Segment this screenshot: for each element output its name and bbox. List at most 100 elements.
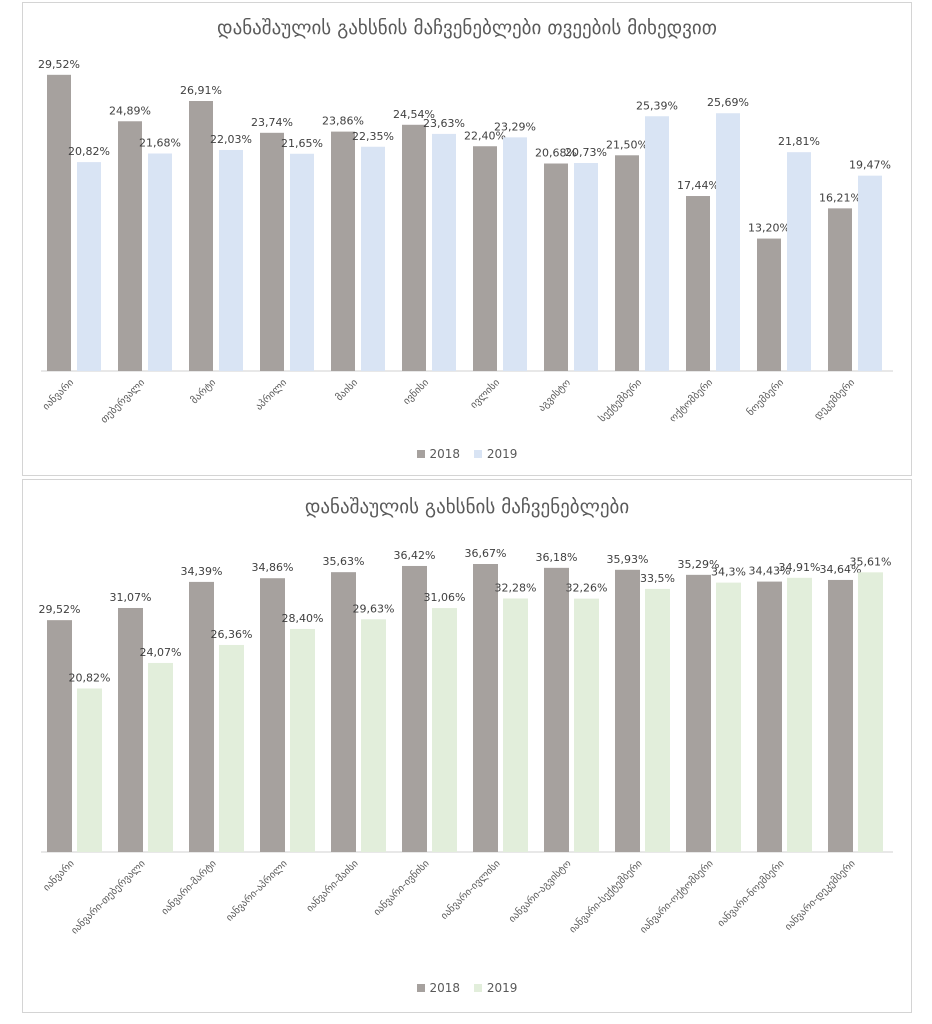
data-label-2018-1: 29,52% (38, 58, 80, 71)
data-label-2019-11: 21,81% (778, 135, 820, 148)
data-label-2019-1: 20,82% (68, 145, 110, 158)
bar-2018-5 (331, 572, 356, 852)
bar-2018-4 (260, 578, 285, 852)
data-label-2018-9: 35,93% (607, 553, 649, 566)
bar-2018-10 (686, 574, 711, 852)
bar-2018-3 (189, 101, 213, 372)
bar-2018-11 (757, 581, 782, 852)
x-tick-label: ნოემბერი (745, 377, 787, 419)
data-label-2018-7: 22,40% (464, 129, 506, 142)
x-tick-label: იანვარი-თებერვალი (69, 858, 148, 937)
data-label-2018-4: 23,74% (251, 116, 293, 129)
x-tick-label: იანვარი-ნოემბერი (715, 858, 787, 930)
chart-title: დანაშაულის გახსნის მაჩვენებლები (304, 496, 630, 518)
bar-2018-1 (47, 620, 72, 852)
x-tick-label: იანვარი-მაისი (304, 858, 361, 915)
chart-legend: 2018 2019 (23, 981, 911, 995)
data-label-2019-4: 28,40% (282, 612, 324, 625)
bar-2019-10 (716, 113, 740, 372)
bar-2018-4 (260, 132, 284, 371)
bar-2019-7 (503, 137, 527, 371)
monthly-bar-chart: 29,52% 20,82% იანვარი 24,89% 21,68% თებერვალი… (38, 58, 893, 426)
bar-2018-3 (189, 581, 214, 852)
bar-2019-5 (361, 619, 386, 852)
data-label-2019-9: 33,5% (640, 572, 675, 585)
x-tick-label: მაისი (333, 377, 360, 404)
data-label-2019-5: 29,63% (353, 602, 395, 615)
bar-2018-1 (47, 74, 71, 371)
data-label-2018-9: 21,50% (606, 138, 648, 151)
legend-swatch-2018 (416, 983, 425, 992)
x-tick-label: იანვარი-ივლისი (438, 858, 502, 922)
cumulative-bar-chart: 29,52% 20,82% იანვარი 31,07% 24,07% იანვარი-თ… (39, 547, 893, 937)
data-label-2019-3: 22,03% (210, 133, 252, 146)
bar-2019-8 (574, 163, 598, 371)
legend-label: 2019 (486, 981, 518, 995)
bar-2019-11 (787, 152, 811, 371)
bar-2018-8 (544, 567, 569, 852)
bar-2019-6 (432, 133, 456, 371)
data-label-2019-12: 35,61% (850, 555, 892, 568)
data-label-2019-3: 26,36% (211, 628, 253, 641)
legend-item-2018: 2018 (416, 447, 461, 461)
bar-2019-2 (148, 153, 172, 371)
legend-item-2018: 2018 (416, 981, 461, 995)
x-tick-label: მარტი (188, 377, 218, 407)
bar-2019-8 (574, 598, 599, 852)
data-label-2018-6: 24,54% (393, 108, 435, 121)
data-label-2019-11: 34,91% (779, 561, 821, 574)
bar-2019-5 (361, 146, 385, 371)
bar-2019-4 (290, 628, 315, 852)
legend-swatch-2019 (473, 983, 482, 992)
cumulative-chart-panel: დანაშაულის გახსნის მაჩვენებლები 29,52% 20… (22, 479, 912, 1013)
x-tick-label: იანვარი-აპრილი (223, 858, 289, 924)
data-label-2019-8: 20,73% (565, 146, 607, 159)
data-label-2019-5: 22,35% (352, 130, 394, 143)
legend-item-2019: 2019 (473, 981, 518, 995)
x-tick-label: ოქტომბერი (667, 377, 715, 425)
data-label-2018-7: 36,67% (465, 547, 507, 560)
x-tick-label: სექტემბერი (596, 377, 644, 425)
data-label-2018-6: 36,42% (394, 549, 436, 562)
bar-2019-6 (432, 608, 457, 852)
bar-2019-1 (77, 162, 101, 371)
chart-title: დანაშაულის გახსნის მაჩვენებლები თვეების … (217, 17, 717, 39)
bar-2019-12 (858, 572, 883, 852)
data-label-2018-12: 34,64% (820, 563, 862, 576)
x-tick-label: ივლისი (468, 377, 502, 411)
bar-2018-9 (615, 155, 639, 371)
x-tick-label: იანვარი (40, 377, 76, 413)
bar-2018-7 (473, 564, 498, 852)
legend-label: 2018 (429, 447, 461, 461)
bar-2019-1 (77, 688, 102, 852)
monthly-chart-panel: დანაშაულის გახსნის მაჩვენებლები თვეების … (22, 2, 912, 476)
data-label-2018-3: 34,39% (181, 565, 223, 578)
data-label-2019-7: 23,29% (494, 120, 536, 133)
data-label-2019-6: 23,63% (423, 117, 465, 130)
legend-item-2019: 2019 (473, 447, 517, 461)
legend-swatch-2018 (416, 449, 425, 458)
x-tick-label: აპრილი (253, 377, 289, 413)
x-tick-label: იანვარი-სექტემბერი (567, 858, 645, 936)
legend-label: 2018 (429, 981, 461, 995)
data-label-2019-6: 31,06% (424, 591, 466, 604)
x-tick-label: იანვარი-დეკემბერი (782, 858, 857, 933)
x-tick-label: დეკემბერი (812, 377, 857, 422)
bar-2019-12 (858, 175, 882, 371)
data-label-2019-10: 25,69% (707, 96, 749, 109)
data-label-2018-8: 36,18% (536, 551, 578, 564)
data-label-2018-10: 35,29% (678, 558, 720, 571)
legend-swatch-2019 (473, 449, 482, 458)
data-label-2018-2: 31,07% (110, 591, 152, 604)
x-tick-label: იანვარი-ოქტომბერი (638, 858, 716, 936)
x-tick-label: იანვარი-ივნისი (371, 858, 431, 918)
data-label-2019-12: 19,47% (849, 159, 891, 172)
data-label-2018-2: 24,89% (109, 104, 151, 117)
data-label-2019-2: 24,07% (140, 646, 182, 659)
x-tick-label: ივნისი (401, 377, 431, 407)
data-label-2018-5: 23,86% (322, 115, 364, 128)
data-label-2018-1: 29,52% (39, 603, 81, 616)
bar-2018-10 (686, 196, 710, 371)
data-label-2018-4: 34,86% (252, 561, 294, 574)
x-tick-label: თებერვალი (98, 377, 147, 426)
